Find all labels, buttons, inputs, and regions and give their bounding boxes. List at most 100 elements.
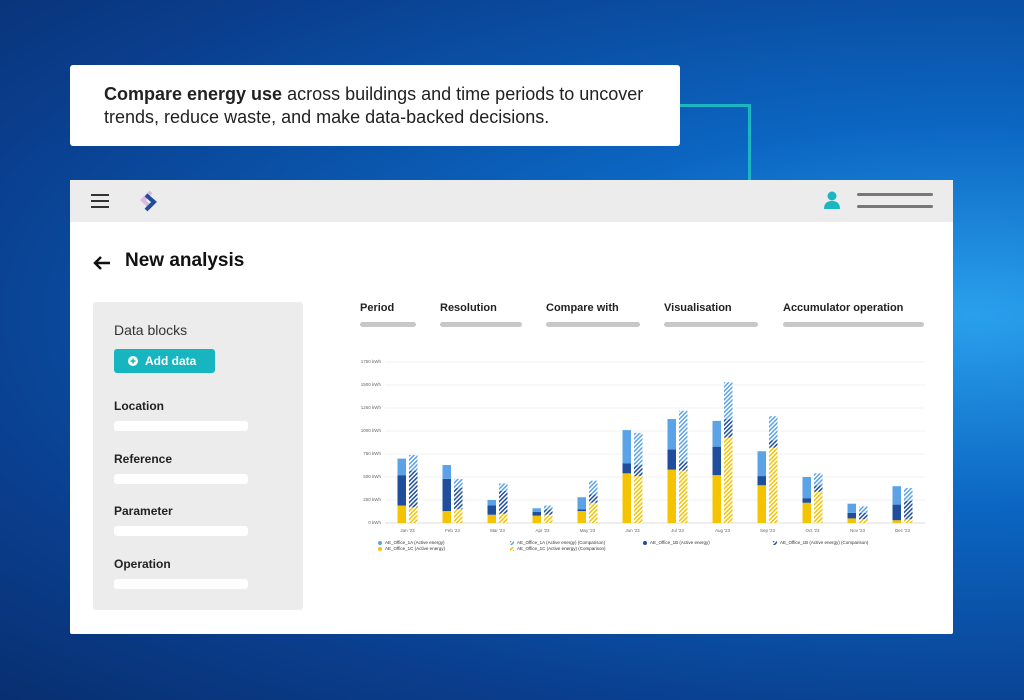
chart: 0 kWh 250 kWh 500 kWh 750 kWh 1000 kWh 1250 k… [361,359,925,551]
bar-segment [814,485,823,492]
field-label: Reference [114,451,173,466]
bar-segment [667,469,676,523]
bar-segment [859,512,868,520]
field-input[interactable] [114,526,248,536]
legend-label: AE_Office_1C (Active energy) [385,546,445,551]
sidebar-title: Data blocks [114,322,188,338]
callout: Compare energy use across buildings and … [70,65,680,146]
x-tick-label: Apr '23 [535,528,550,533]
bar-segment [487,505,496,515]
logo[interactable] [136,189,162,213]
bar-segment [859,506,868,513]
bar-segment [499,513,508,523]
tab-label[interactable]: Resolution [440,302,497,314]
bar-segment [892,504,901,521]
bar-segment [724,437,733,523]
legend-swatch [773,541,777,545]
legend-swatch [378,547,382,551]
y-tick-label: 0 kWh [368,520,381,525]
bar-segment [532,508,541,512]
bar-segment [589,480,598,495]
user-icon[interactable] [822,190,842,210]
menu-line [857,193,933,196]
x-tick-label: Oct '23 [805,528,820,533]
legend-label: AE_Office_1B (Active energy) [650,540,710,545]
bar-segment [577,509,586,512]
tab-input[interactable] [664,322,758,327]
bar-segment [634,476,643,523]
bar-segment [757,476,766,486]
tab-label[interactable]: Accumulator operation [783,302,904,314]
tab-input[interactable] [440,322,522,327]
bar-segment [397,458,406,476]
bar-segment [712,420,721,447]
bar-segment [712,475,721,523]
tab-input[interactable] [546,322,640,327]
legend-label: AE_Office_1B (Active energy) (Comparison… [780,540,869,545]
plus-icon [128,356,138,366]
x-tick-label: Jun '23 [625,528,640,533]
tab-label[interactable]: Compare with [546,302,619,314]
bar-segment [454,478,463,489]
bar-segment [397,475,406,506]
bar-segment [397,505,406,523]
y-tick-label: 1000 kWh [361,428,382,433]
bar-segment [499,490,508,514]
bar-segment [544,505,553,510]
bar-segment [667,449,676,470]
bar-segment [802,502,811,523]
tab-input[interactable] [783,322,924,327]
bar-segment [622,463,631,474]
bar-segment [769,416,778,441]
bar-segment [802,477,811,499]
x-tick-label: Feb '23 [445,528,460,533]
callout-text: across buildings and time periods to unc… [104,84,644,127]
bar-segment [859,519,868,523]
bar-segment [802,498,811,503]
tab-label[interactable]: Visualisation [664,302,732,314]
menu-icon[interactable] [90,192,110,210]
back-arrow[interactable] [92,255,112,271]
bar-segment [442,478,451,512]
bar-segment [487,500,496,506]
bar-segment [757,485,766,523]
field-input[interactable] [114,421,248,431]
button-label: Add data [145,354,197,368]
bar-segment [814,491,823,523]
bar-segment [667,419,676,450]
bar-segment [904,519,913,523]
page-title: New analysis [125,250,245,271]
bar-segment [577,511,586,523]
legend-label: AE_Office_1A (Active energy) [385,540,445,545]
bar-segment [532,511,541,516]
tab-input[interactable] [360,322,416,327]
legend-swatch [510,541,514,545]
bar-segment [892,486,901,505]
bar-segment [442,465,451,479]
bar-segment [544,514,553,523]
bar-segment [634,432,643,466]
bar-segment [532,515,541,523]
bar-segment [769,447,778,523]
bar-segment [442,511,451,523]
field-input[interactable] [114,578,248,589]
field-label: Location [114,399,164,413]
bar-segment [454,509,463,523]
bar-segment [634,465,643,477]
bar-segment [589,494,598,503]
bar-segment [904,500,913,520]
bar-segment [499,483,508,491]
bar-segment [622,473,631,523]
bar-segment [577,497,586,510]
bar-segment [724,419,733,438]
tab-label[interactable]: Period [360,302,395,314]
x-tick-label: Mar '23 [490,528,505,533]
x-tick-label: Sep '23 [760,528,776,533]
x-tick-label: May '23 [580,528,596,533]
legend-label: AE_Office_1A (Active energy) (Comparison… [517,540,605,545]
add-data-button[interactable]: Add data [114,349,215,373]
bar-segment [622,430,631,464]
field-input[interactable] [114,473,248,484]
bar-segment [679,410,688,462]
x-tick-label: Aug '23 [715,528,731,533]
